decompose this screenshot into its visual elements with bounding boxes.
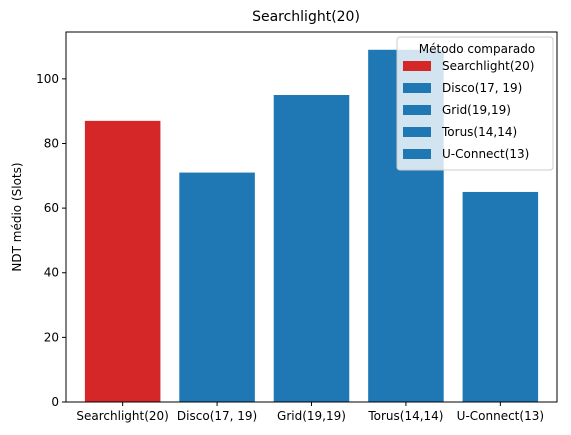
- y-tick-label-4: 80: [44, 136, 59, 150]
- y-tick-label-2: 40: [44, 266, 59, 280]
- y-tick-label-1: 20: [44, 330, 59, 344]
- chart-title: Searchlight(20): [252, 9, 360, 25]
- x-tick-label-0: Searchlight(20): [76, 409, 168, 423]
- legend-box: [396, 36, 554, 171]
- y-tick-label-0: 0: [51, 395, 59, 409]
- bar-0: [84, 120, 161, 403]
- y-tick-label-5: 100: [36, 72, 59, 86]
- legend-entry-3: Torus(14,14): [441, 125, 517, 139]
- y-axis-label: NDT médio (Slots): [10, 162, 24, 271]
- legend-entry-4: U-Connect(13): [442, 147, 529, 161]
- legend-entry-0: Searchlight(20): [442, 59, 534, 73]
- legend-swatch-3: [403, 127, 431, 137]
- bar-4: [462, 191, 539, 402]
- legend-entry-2: Grid(19,19): [442, 103, 511, 117]
- x-tick-label-3: Torus(14,14): [367, 409, 443, 423]
- x-axis: Searchlight(20) Disco(17, 19) Grid(19,19) T…: [76, 402, 544, 423]
- x-tick-label-4: U-Connect(13): [457, 409, 544, 423]
- legend-swatch-2: [403, 105, 431, 115]
- legend-entry-1: Disco(17, 19): [442, 81, 522, 95]
- legend-swatch-1: [403, 83, 431, 93]
- x-tick-label-1: Disco(17, 19): [177, 409, 257, 423]
- bar-1: [179, 172, 255, 402]
- y-axis: 0 20 40 60 80 100: [36, 72, 66, 409]
- y-tick-label-3: 60: [44, 201, 59, 215]
- bar-2: [273, 95, 350, 403]
- legend-title: Método comparado: [419, 42, 535, 56]
- plot-frame: [65, 31, 558, 403]
- legend-swatch-0: [403, 61, 431, 71]
- legend: Método comparado Searchlight(20) Disco(17…: [396, 36, 554, 171]
- legend-swatch-4: [403, 149, 431, 159]
- x-tick-label-2: Grid(19,19): [277, 409, 346, 423]
